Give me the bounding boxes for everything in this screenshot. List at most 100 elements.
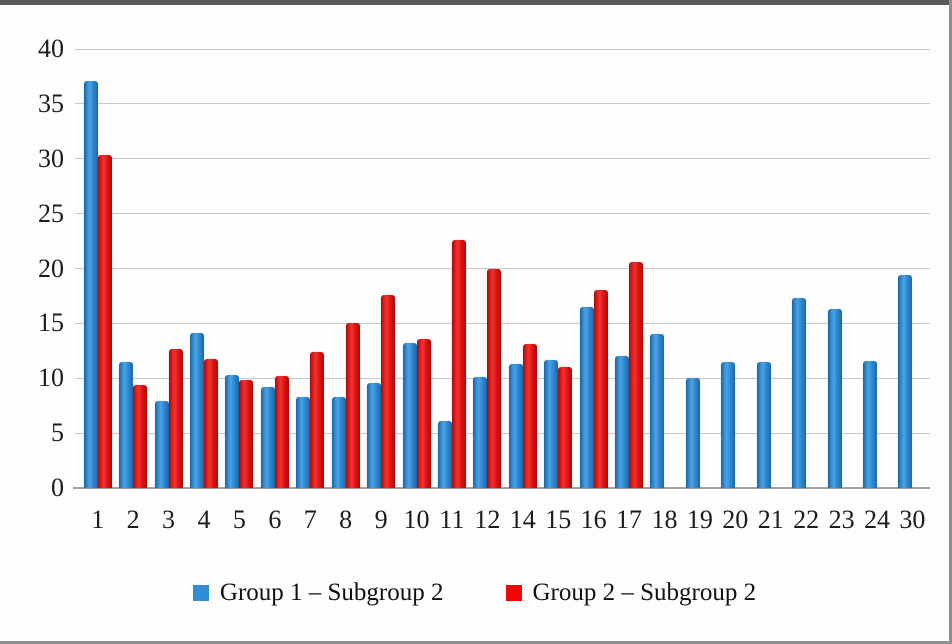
- legend-swatch-icon: [192, 585, 209, 601]
- bar-group1-cat3: [154, 401, 169, 488]
- gridline: [75, 432, 930, 434]
- legend: Group 1 – Subgroup 2 Group 2 – Subgroup 2: [0, 579, 949, 607]
- bar-group-9: [363, 49, 398, 488]
- bar-group-5: [222, 49, 257, 488]
- legend-label: Group 1 – Subgroup 2: [219, 579, 444, 606]
- x-tick-label-15: 15: [545, 505, 572, 534]
- gridline: [75, 48, 930, 50]
- x-tick-label-6: 6: [268, 505, 282, 534]
- x-tick-label-24: 24: [863, 505, 890, 534]
- bar-group2-cat5: [239, 380, 254, 488]
- bar-group2-cat14: [522, 344, 537, 488]
- bar-group1-cat15: [544, 359, 559, 488]
- bar-group1-cat12: [473, 377, 488, 488]
- x-tick-label-14: 14: [509, 505, 536, 534]
- x-tick-label-3: 3: [162, 505, 176, 534]
- bar-group1-cat4: [189, 333, 204, 488]
- bar-group2-cat8: [345, 323, 360, 488]
- plot-area: [73, 48, 930, 489]
- bar-group-21: [753, 49, 788, 488]
- bar-group1-cat21: [756, 361, 771, 488]
- bar-group1-cat22: [792, 298, 807, 488]
- bar-group2-cat9: [381, 294, 396, 488]
- legend-label: Group 2 – Subgroup 2: [532, 579, 757, 606]
- y-tick-label: 10: [38, 363, 64, 393]
- bar-group-14: [505, 49, 540, 488]
- legend-item-1: Group 1 – Subgroup 2: [192, 579, 444, 607]
- y-tick-label: 20: [38, 253, 64, 283]
- x-tick-label-16: 16: [580, 505, 607, 534]
- bar-group-6: [257, 49, 292, 488]
- bar-group1-cat16: [579, 306, 594, 488]
- bar-group-12: [470, 49, 505, 488]
- x-axis-line: [73, 487, 930, 489]
- bar-group-2: [115, 49, 150, 488]
- x-tick-label-9: 9: [374, 505, 388, 534]
- bar-group1-cat9: [367, 382, 382, 488]
- bar-group2-cat12: [487, 268, 502, 488]
- bar-group2-cat15: [558, 367, 573, 488]
- x-tick-label-10: 10: [403, 505, 430, 534]
- y-tick-label: 15: [38, 308, 64, 338]
- bar-group-22: [788, 49, 823, 488]
- bar-group1-cat18: [650, 334, 665, 488]
- bar-group1-cat7: [296, 396, 311, 488]
- gridline: [75, 213, 930, 215]
- bar-group1-cat17: [615, 356, 630, 488]
- x-tick-label-23: 23: [828, 505, 855, 534]
- x-axis-labels: 1 2 3 4 5 6 7 8 9 10 11 12 14 15 16 17 18 19 20 21 22 23 24 30: [80, 505, 930, 535]
- bar-group-18: [647, 49, 682, 488]
- bar-group-20: [718, 49, 753, 488]
- bar-group-17: [611, 49, 646, 488]
- bar-group1-cat11: [437, 421, 452, 488]
- bar-group-7: [293, 49, 328, 488]
- legend-item-2: Group 2 – Subgroup 2: [505, 579, 757, 607]
- bar-group2-cat1: [97, 155, 112, 488]
- bar-group2-cat11: [451, 239, 466, 488]
- y-tick-label: 0: [51, 473, 64, 502]
- bar-group2-cat10: [416, 338, 431, 488]
- bar-group1-cat2: [119, 361, 134, 488]
- x-tick-label-7: 7: [303, 505, 317, 534]
- bar-group1-cat20: [721, 361, 736, 488]
- bar-group-19: [682, 49, 717, 488]
- y-tick-label: 30: [38, 143, 64, 173]
- x-tick-label-11: 11: [439, 505, 465, 534]
- bar-group-15: [540, 49, 575, 488]
- bar-group-4: [186, 49, 221, 488]
- bar-group-8: [328, 49, 363, 488]
- x-tick-label-2: 2: [126, 505, 140, 534]
- x-tick-label-19: 19: [686, 505, 713, 534]
- bar-group2-cat2: [133, 384, 148, 488]
- bar-group2-cat6: [274, 376, 289, 488]
- bar-group1-cat19: [685, 378, 700, 488]
- bar-group2-cat7: [310, 351, 325, 488]
- x-tick-label-22: 22: [793, 505, 820, 534]
- bar-group2-cat16: [593, 290, 608, 488]
- x-tick-label-30: 30: [899, 505, 926, 534]
- bar-groups: [80, 49, 930, 488]
- gridline: [75, 103, 930, 105]
- x-tick-label-8: 8: [339, 505, 353, 534]
- x-tick-label-17: 17: [616, 505, 643, 534]
- x-tick-label-21: 21: [757, 505, 784, 534]
- bar-group2-cat17: [629, 261, 644, 488]
- window-top-edge: [0, 0, 949, 5]
- bar-group1-cat5: [225, 374, 240, 488]
- bar-group-23: [824, 49, 859, 488]
- bar-group-10: [399, 49, 434, 488]
- bar-group1-cat1: [83, 80, 98, 488]
- x-tick-label-1: 1: [91, 505, 105, 534]
- bar-group1-cat10: [402, 343, 417, 488]
- bar-group-16: [576, 49, 611, 488]
- y-tick-label: 40: [38, 34, 64, 63]
- x-tick-label-18: 18: [651, 505, 678, 534]
- y-tick-label: 35: [38, 88, 64, 118]
- gridline: [75, 377, 930, 379]
- bar-group2-cat4: [203, 358, 218, 488]
- x-tick-label-12: 12: [474, 505, 501, 534]
- gridline: [75, 268, 930, 269]
- y-tick-label: 25: [38, 198, 64, 228]
- y-tick-label: 5: [51, 418, 64, 448]
- x-tick-label-20: 20: [722, 505, 749, 534]
